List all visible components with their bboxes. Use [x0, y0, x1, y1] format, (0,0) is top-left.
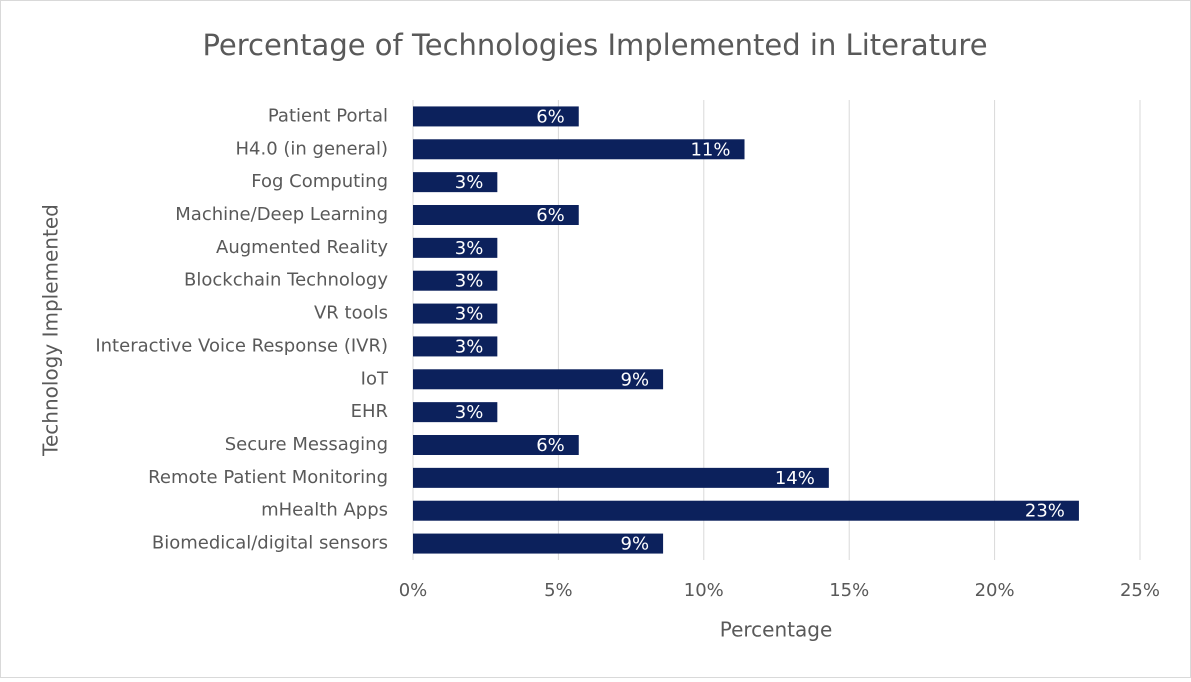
- bar: [413, 237, 498, 258]
- y-tick-label: VR tools: [314, 303, 388, 324]
- y-tick-label: mHealth Apps: [261, 500, 388, 521]
- y-tick-label: Secure Messaging: [225, 434, 388, 455]
- bar: [413, 402, 498, 423]
- bar: [413, 500, 1079, 521]
- x-axis-label: Percentage: [720, 618, 833, 642]
- bar: [413, 205, 579, 225]
- data-label: 3%: [455, 271, 484, 292]
- data-label: 9%: [621, 534, 650, 555]
- y-tick-label: Patient Portal: [268, 105, 388, 126]
- y-tick-label: Machine/Deep Learning: [175, 204, 388, 225]
- bar: [413, 467, 829, 488]
- data-label: 6%: [536, 435, 565, 456]
- bar: [413, 139, 745, 160]
- y-tick-label: Interactive Voice Response (IVR): [95, 335, 388, 356]
- data-label: 11%: [690, 139, 730, 160]
- data-label: 6%: [536, 106, 565, 127]
- bar: [413, 336, 498, 357]
- data-label: 3%: [455, 336, 484, 357]
- y-tick-label: Blockchain Technology: [184, 270, 388, 291]
- x-tick-label: 5%: [544, 580, 573, 601]
- data-label: 3%: [455, 238, 484, 259]
- y-tick-label: H4.0 (in general): [236, 138, 388, 159]
- y-tick-label: Fog Computing: [251, 171, 388, 192]
- y-tick-label: IoT: [361, 368, 389, 389]
- data-label: 3%: [455, 172, 484, 193]
- bar: [413, 533, 664, 554]
- data-label: 3%: [455, 304, 484, 325]
- data-label: 9%: [621, 369, 650, 390]
- bar: [413, 303, 498, 324]
- x-tick-label: 25%: [1120, 580, 1160, 601]
- data-label: 3%: [455, 402, 484, 423]
- chart-title: Percentage of Technologies Implemented i…: [202, 28, 987, 62]
- data-label: 6%: [536, 205, 565, 226]
- y-tick-label: Remote Patient Monitoring: [148, 467, 388, 488]
- x-tick-label: 0%: [399, 580, 428, 601]
- y-tick-label: Biomedical/digital sensors: [152, 533, 388, 554]
- y-axis-label: Technology Implemented: [39, 204, 63, 457]
- y-tick-label: Augmented Reality: [216, 237, 388, 258]
- x-tick-label: 15%: [829, 580, 869, 601]
- x-tick-label: 20%: [975, 580, 1015, 601]
- bar: [413, 435, 579, 455]
- y-tick-label: EHR: [351, 401, 388, 422]
- bar: [413, 270, 498, 291]
- bar: [413, 106, 579, 127]
- data-label: 23%: [1025, 501, 1065, 522]
- bar: [413, 369, 664, 390]
- bar: [413, 172, 498, 193]
- x-tick-label: 10%: [684, 580, 724, 601]
- data-label: 14%: [775, 468, 815, 489]
